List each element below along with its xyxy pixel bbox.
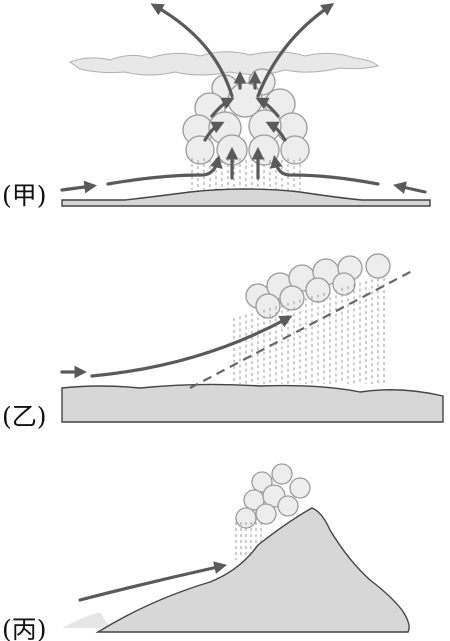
lowland-shade [62, 612, 110, 628]
panel-label-jia: (甲) [2, 181, 47, 210]
anvil-cloud [68, 51, 379, 76]
convection-arrows [60, 3, 427, 194]
arrow-warm-air-ascent [90, 315, 293, 378]
front-line [189, 269, 415, 389]
panel-convection: (甲) [2, 3, 431, 210]
frontal-cloud [245, 253, 391, 319]
ground-flat [61, 188, 431, 207]
panel-label-yi: (乙) [2, 402, 47, 431]
panel-label-bing: (丙) [2, 615, 47, 641]
arrow-windward-flow [78, 561, 227, 602]
orographic-cloud [235, 463, 311, 529]
panel-orographic: (丙) [2, 463, 410, 641]
panel-frontal: (乙) [2, 253, 444, 431]
ground-frontal [61, 383, 444, 423]
mountain [95, 507, 410, 633]
rain-convection [191, 158, 301, 192]
cumulus-tower [182, 68, 310, 166]
